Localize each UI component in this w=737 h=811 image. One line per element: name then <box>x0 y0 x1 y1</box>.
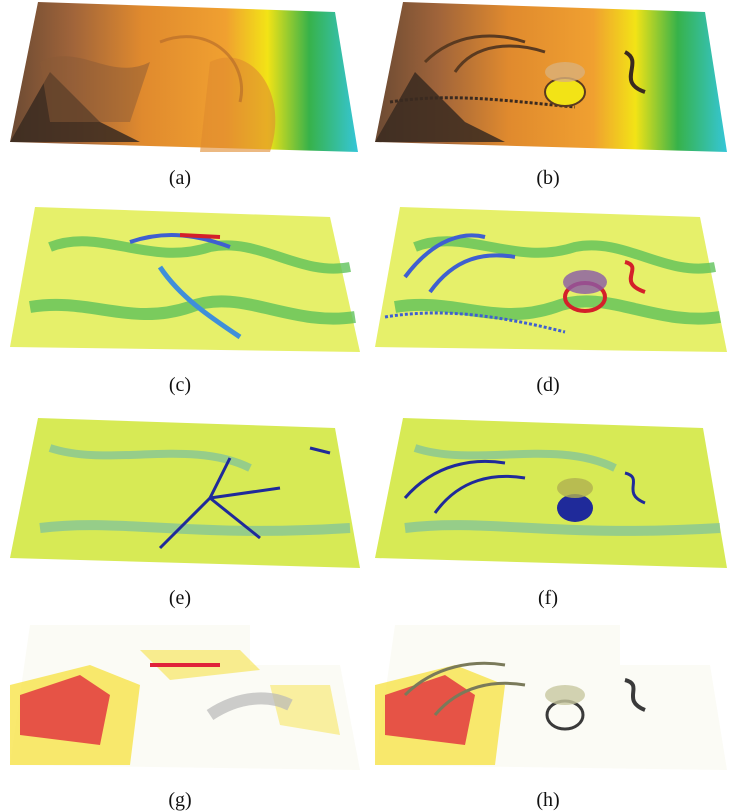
caption-d: (d) <box>536 374 560 396</box>
panel-c <box>10 207 362 357</box>
caption-b: (b) <box>536 167 560 189</box>
panel-e <box>10 418 362 573</box>
terrain-curvature-image <box>10 418 360 568</box>
panel-b <box>375 2 730 162</box>
panel-g <box>10 625 362 775</box>
caption-f: (f) <box>538 587 558 609</box>
caption-e: (e) <box>168 587 192 609</box>
panel-f <box>375 418 730 573</box>
panel-d <box>375 207 730 357</box>
terrain-slope-image <box>10 207 360 352</box>
terrain-elevation-image <box>10 2 358 152</box>
terrain-slope-edited-image <box>375 207 727 352</box>
caption-c: (c) <box>168 374 192 396</box>
terrain-change-image <box>10 625 360 770</box>
terrain-elevation-edited-image <box>375 2 727 152</box>
caption-h: (h) <box>536 789 560 811</box>
terrain-curvature-edited-image <box>375 418 727 568</box>
caption-g: (g) <box>168 789 192 811</box>
panel-h <box>375 625 730 775</box>
panel-a <box>10 2 360 162</box>
caption-a: (a) <box>168 167 192 189</box>
terrain-change-edited-image <box>375 625 727 770</box>
